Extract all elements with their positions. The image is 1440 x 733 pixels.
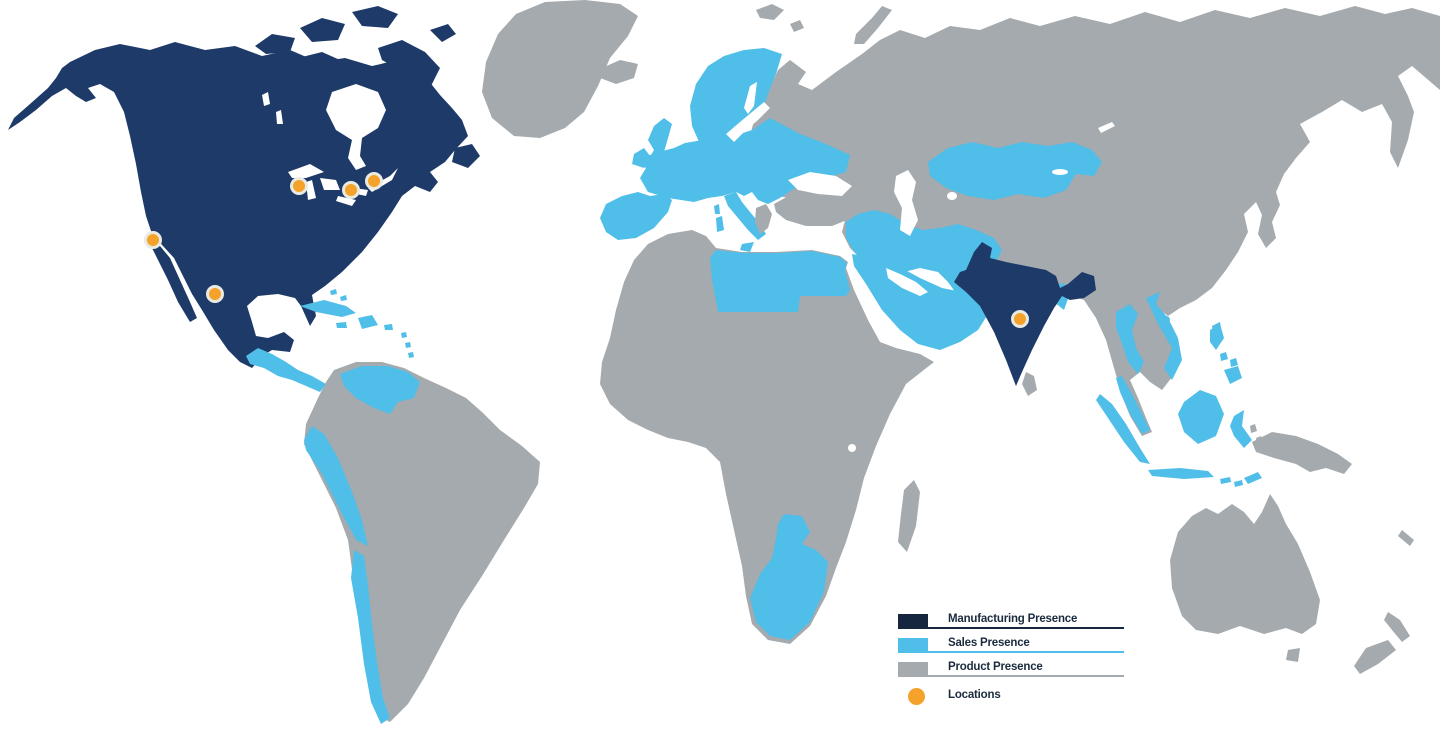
region-jamaica [336,322,347,328]
region-hainan [1162,316,1170,324]
region-hispaniola [358,315,378,329]
region-turkey [774,190,858,226]
region-africa [600,230,934,644]
location-dot [1011,310,1029,328]
region-java [1148,468,1214,479]
region-lesser-antilles [401,332,414,358]
sales-label: Sales Presence [948,636,1030,649]
product-label: Product Presence [948,660,1043,673]
region-new-zealand [1354,612,1410,674]
region-south-america [304,362,540,722]
region-sumatra [1096,394,1150,464]
legend-row-sales: Sales Presence [898,629,1124,653]
region-north-america [8,42,468,368]
legend-row-locations: Locations [898,683,1124,709]
hudson-bay [326,84,386,170]
region-ecuador-peru [304,426,368,546]
region-venezuela [340,366,420,414]
lake-winnipeg [262,92,283,124]
region-japan [1232,126,1292,212]
location-dot [290,177,308,195]
aral-sea [947,192,957,200]
persian-gulf [886,268,928,296]
region-sakhalin [1248,94,1262,140]
location-dots [144,172,1029,328]
region-eurasia [748,6,1440,436]
region-greenland [482,0,638,138]
map-legend: Manufacturing Presence Sales Presence Pr… [898,605,1124,709]
location-dot [144,231,162,249]
caspian-sea [894,170,918,236]
region-madagascar [898,480,920,552]
region-arabia [852,254,988,350]
legend-row-manufacturing: Manufacturing Presence [898,605,1124,629]
lake-victoria [848,444,856,452]
region-iceland [600,60,638,84]
black-sea [788,172,852,196]
region-novaya-zemlya [854,6,892,44]
region-canadian-arctic-islands [255,6,456,88]
lake-balkhash [1052,169,1068,175]
region-sulawesi [1230,410,1252,448]
locations-dot-icon [908,687,925,705]
baltic-sea [726,82,770,142]
region-central-america [246,348,326,392]
region-baja-california [152,246,197,322]
sales-swatch [898,638,928,651]
region-new-caledonia [1398,530,1414,546]
region-chile [351,550,390,724]
location-dot [206,285,224,303]
region-cuba [300,300,356,317]
region-philippines [1210,324,1242,384]
great-lakes [288,164,398,206]
region-sri-lanka [1022,372,1037,396]
region-europe [600,48,850,252]
region-south-africa-zimbabwe [750,514,828,640]
location-dot [365,172,383,190]
region-new-guinea [1252,432,1352,474]
region-australia [1170,494,1320,634]
region-vietnam [1146,292,1182,380]
region-libya-egypt [710,250,850,312]
region-kazakhstan [928,142,1102,200]
region-borneo [1178,390,1224,444]
region-tasmania [1286,648,1300,662]
region-lesser-sunda [1220,472,1262,487]
region-svalbard [756,4,804,32]
locations-label: Locations [948,689,1001,702]
region-newfoundland [452,144,480,168]
region-moluccas [1250,424,1263,445]
region-thailand [1116,304,1150,434]
location-dot [342,181,360,199]
region-greece [755,204,772,234]
region-bahamas [330,289,347,301]
region-puerto-rico [384,324,393,330]
legend-row-product: Product Presence [898,653,1124,677]
manufacturing-swatch [898,614,928,627]
product-swatch [898,662,928,675]
manufacturing-label: Manufacturing Presence [948,612,1078,625]
lake-baikal [1098,122,1115,133]
